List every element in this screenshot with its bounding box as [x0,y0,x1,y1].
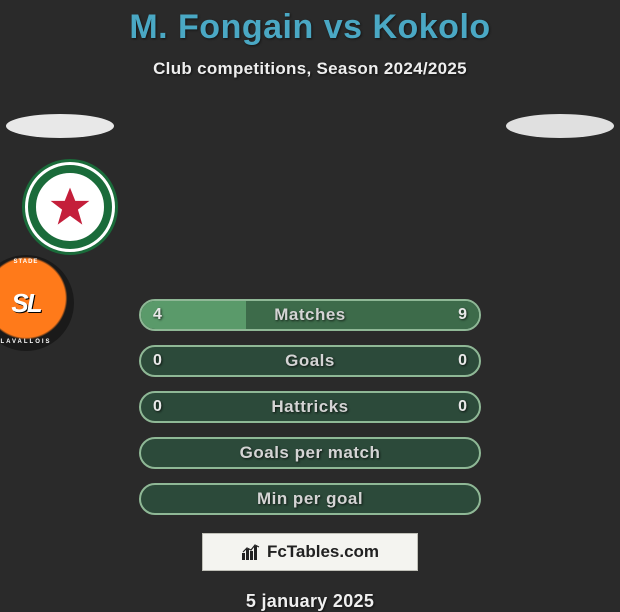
stats-bars: 4 9 Matches 0 0 Goals 0 0 Hattricks Goals per mat… [139,299,481,515]
stat-bar: Min per goal [139,483,481,515]
star-icon [48,185,92,229]
date-line: 5 january 2025 [0,591,620,612]
stat-value-left: 4 [153,306,162,324]
infographic-container: M. Fongain vs Kokolo Club competitions, … [0,0,620,612]
badge-top-text: STADE [14,259,39,265]
stat-value-right: 9 [458,306,467,324]
page-title: M. Fongain vs Kokolo [0,8,620,47]
club-badge-left [22,159,118,255]
bars-icon [241,543,263,561]
fctables-logo: FcTables.com [202,533,418,571]
stat-bar: 4 9 Matches [139,299,481,331]
club-badge-right: STADE SL LAVALLOIS [0,255,74,351]
stat-bar: 0 0 Hattricks [139,391,481,423]
comparison-area: STADE SL LAVALLOIS 4 9 Matches 0 0 Goals 0 0 Hat… [0,107,620,515]
stat-label: Goals [285,351,335,371]
stat-value-right: 0 [458,398,467,416]
player-silhouette-right [506,114,614,138]
stat-label: Goals per match [240,443,381,463]
badge-bottom-text: LAVALLOIS [0,339,51,345]
stat-bar: 0 0 Goals [139,345,481,377]
stat-value-right: 0 [458,352,467,370]
badge-initials: SL [11,288,40,319]
logo-text: FcTables.com [267,542,379,562]
subtitle: Club competitions, Season 2024/2025 [0,59,620,79]
stat-label: Matches [274,305,346,325]
player-silhouette-left [6,114,114,138]
stat-value-left: 0 [153,352,162,370]
stat-value-left: 0 [153,398,162,416]
stat-bar: Goals per match [139,437,481,469]
stat-label: Hattricks [271,397,348,417]
stat-label: Min per goal [257,489,363,509]
